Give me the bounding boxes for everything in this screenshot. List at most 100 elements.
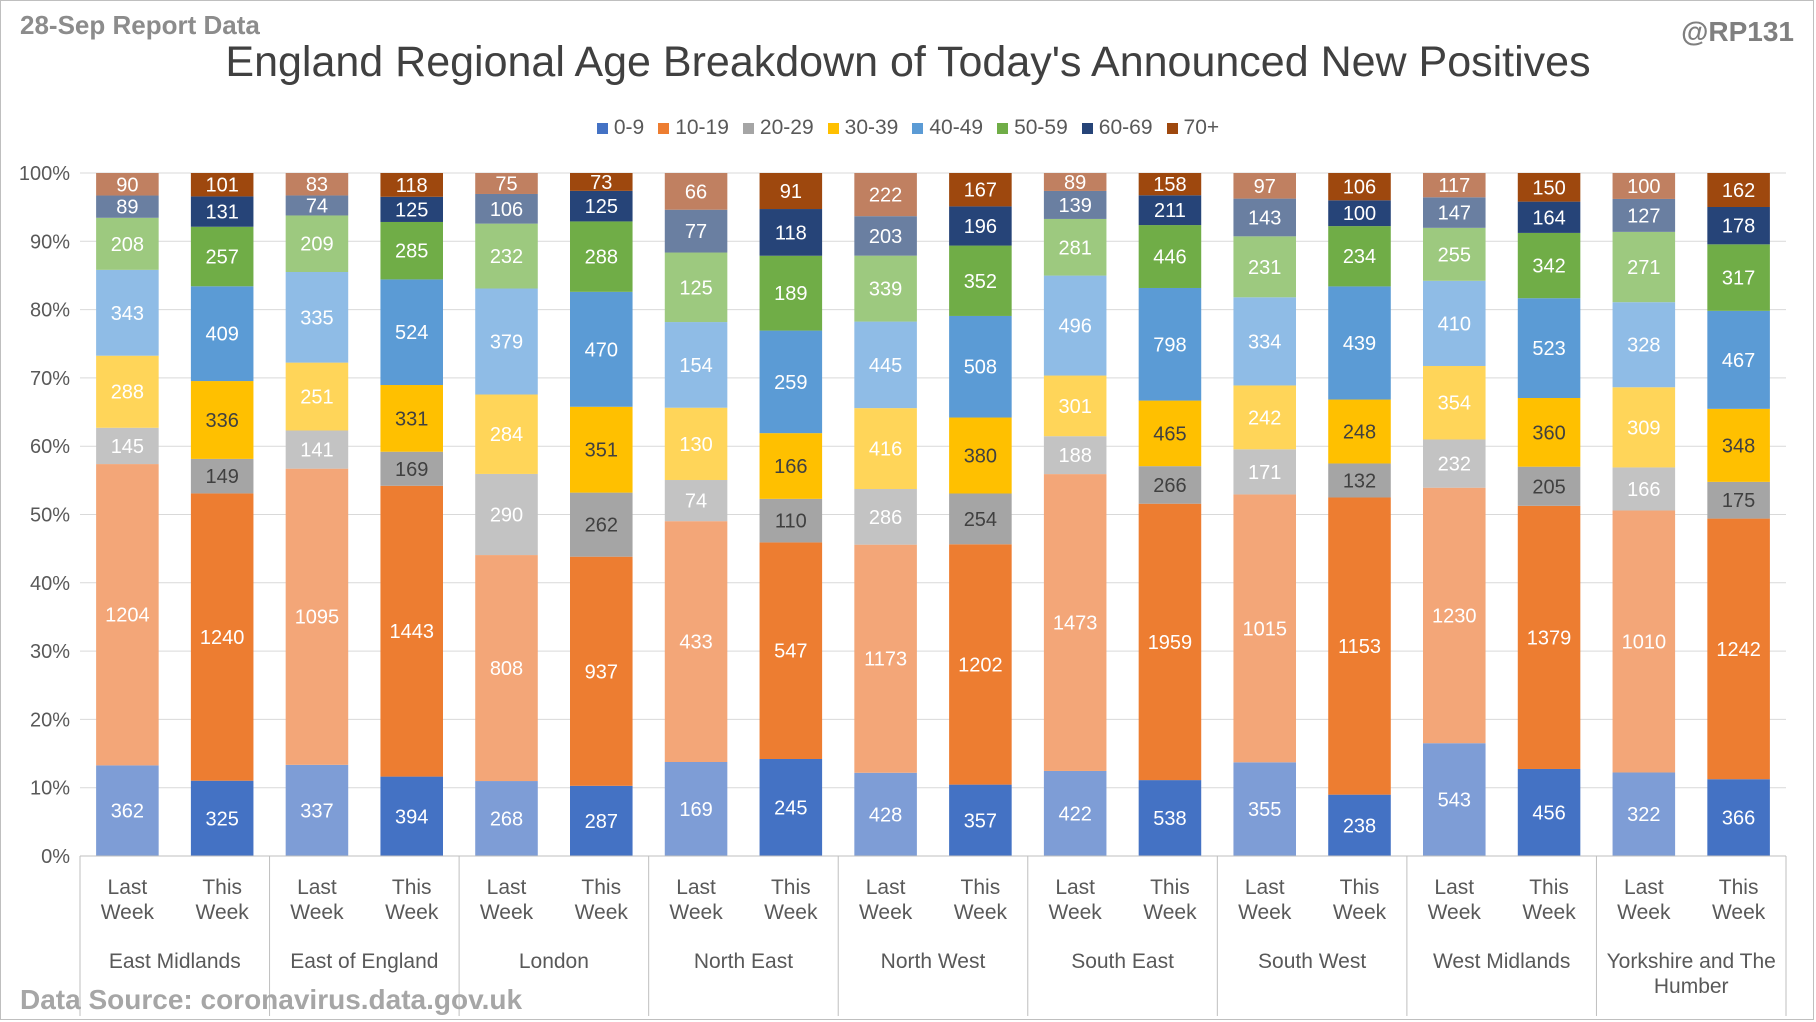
data-label: 238	[1343, 815, 1376, 837]
data-label: 118	[775, 222, 807, 244]
data-label: 334	[1248, 331, 1281, 353]
bar-segment	[1233, 449, 1296, 495]
bar-segment	[1138, 400, 1202, 467]
bar-segment	[949, 544, 1012, 785]
bar-segment	[1043, 436, 1107, 475]
data-label: 232	[490, 246, 523, 268]
x-category-label: Week	[480, 901, 534, 924]
data-label: 410	[1438, 313, 1471, 335]
bar-segment	[190, 381, 254, 459]
legend-swatch	[742, 122, 754, 134]
bar-segment	[1328, 463, 1391, 498]
data-label: 1010	[1622, 631, 1667, 653]
data-label: 131	[205, 202, 238, 224]
data-label: 73	[590, 172, 612, 194]
x-category-label: Week	[1617, 901, 1671, 924]
bar-segment	[854, 544, 917, 773]
bar-segment	[1233, 198, 1296, 237]
bar-segment	[854, 173, 917, 217]
data-label: 100	[1627, 176, 1660, 198]
bar-segment	[1233, 236, 1296, 298]
bar-segment	[96, 195, 159, 218]
data-label: 147	[1438, 203, 1471, 225]
data-label: 141	[300, 440, 333, 462]
data-label: 538	[1153, 808, 1186, 830]
legend-item: 20-29	[742, 116, 814, 140]
data-label: 366	[1722, 808, 1755, 830]
x-category-label: Week	[1333, 901, 1387, 924]
bar-segment	[285, 430, 349, 469]
bar-segment	[570, 492, 633, 557]
data-label: 285	[395, 241, 428, 263]
data-label: 75	[495, 173, 517, 195]
y-tick-label: 100%	[19, 163, 70, 185]
chart-legend: 0-9 10-19 20-29 30-39 40-49 50-59 60-69 70+	[0, 116, 1816, 140]
bar-segment	[570, 291, 633, 407]
bar-segment	[1517, 466, 1581, 506]
bar-segment	[570, 406, 633, 493]
bar-segment	[854, 321, 917, 409]
data-label: 428	[869, 804, 902, 826]
bar-segment	[475, 193, 538, 224]
data-label: 125	[395, 199, 428, 221]
bar-segment	[1328, 226, 1391, 287]
y-tick-label: 0%	[41, 846, 70, 868]
bar-segment	[1233, 297, 1296, 386]
bar-segment	[1328, 794, 1391, 856]
bar-segment	[949, 206, 1012, 246]
data-label: 248	[1343, 422, 1376, 444]
x-category-label: Week	[764, 901, 818, 924]
data-label: 325	[205, 808, 238, 830]
bar-segment	[475, 394, 538, 474]
data-label: 357	[964, 810, 997, 832]
data-label: 110	[775, 511, 807, 533]
bar-segment	[96, 355, 159, 428]
bar-segment	[96, 173, 159, 196]
data-label: 798	[1153, 334, 1186, 356]
bar-segment	[664, 521, 728, 763]
x-category-label: Last	[676, 876, 716, 899]
bar-segment	[285, 215, 349, 273]
bar-segment	[759, 542, 823, 759]
bar-segment	[1612, 510, 1676, 773]
data-label: 467	[1722, 350, 1755, 372]
bar-segment	[1328, 200, 1391, 227]
bar-segment	[759, 758, 823, 856]
bar-segment	[285, 362, 349, 431]
data-label: 101	[205, 175, 238, 197]
x-category-label: Last	[1434, 876, 1474, 899]
data-label: 290	[490, 505, 523, 527]
bar-segment	[1328, 173, 1391, 201]
data-label: 255	[1438, 244, 1471, 266]
bar-segment	[1707, 779, 1770, 856]
x-category-label: This	[202, 876, 242, 899]
legend-label: 20-29	[759, 116, 814, 139]
bar-segment	[1233, 385, 1296, 450]
data-label: 271	[1627, 257, 1660, 279]
bar-segment	[570, 556, 633, 786]
x-region-label: South East	[1071, 950, 1174, 973]
bar-segment	[1233, 494, 1296, 763]
bar-segment	[664, 762, 728, 856]
bar-segment	[570, 190, 633, 222]
data-label: 336	[205, 410, 238, 432]
y-tick-label: 20%	[30, 709, 70, 731]
data-label: 251	[300, 387, 333, 409]
bar-segment	[854, 255, 917, 322]
data-label: 89	[116, 197, 138, 219]
bar-segment	[949, 417, 1012, 494]
data-label: 117	[1438, 175, 1470, 197]
data-label: 342	[1532, 256, 1565, 278]
bar-segment	[570, 221, 633, 292]
x-category-label: Week	[1143, 901, 1197, 924]
data-label: 208	[111, 234, 144, 256]
bar-segment	[759, 433, 823, 499]
data-label: 1443	[389, 621, 434, 643]
data-label: 343	[111, 303, 144, 325]
x-category-label: This	[1150, 876, 1190, 899]
data-label: 130	[679, 434, 712, 456]
bar-segment	[475, 288, 538, 395]
data-label: 203	[869, 226, 902, 248]
data-label: 143	[1248, 207, 1281, 229]
data-label: 234	[1343, 246, 1376, 268]
